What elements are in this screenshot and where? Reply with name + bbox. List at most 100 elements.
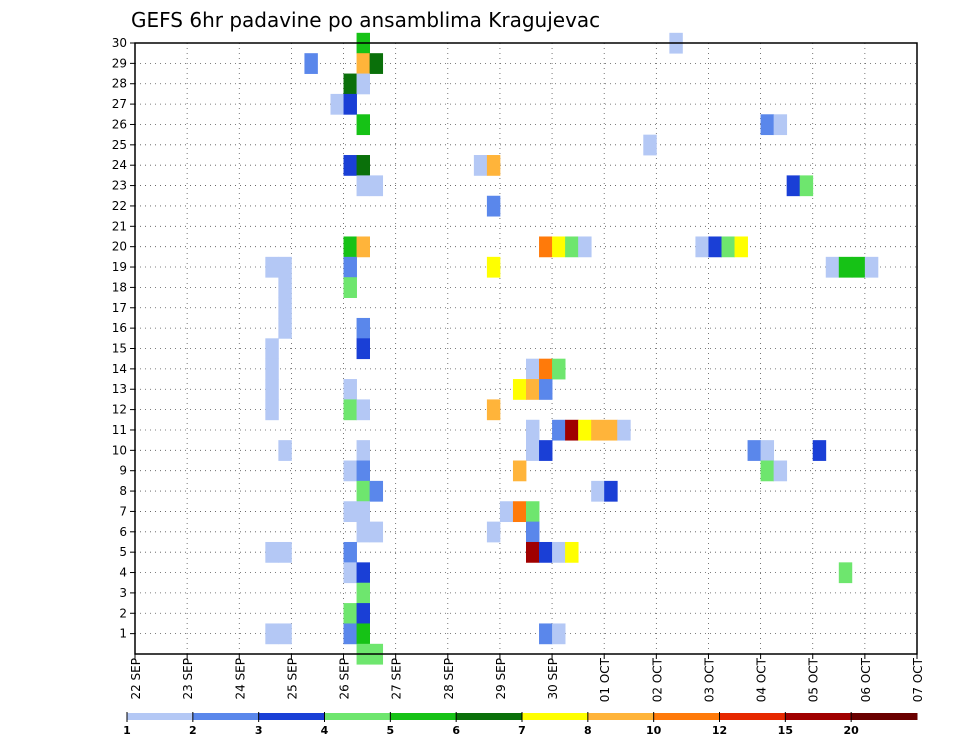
colorbar-tick-label: 5 <box>387 724 395 737</box>
data-cell <box>552 236 566 258</box>
data-cell <box>356 399 370 421</box>
data-cell <box>356 460 370 482</box>
data-cell <box>526 440 540 461</box>
y-tick-label: 17 <box>112 301 127 315</box>
data-cell <box>278 277 292 298</box>
x-tick-label: 05 OCT <box>807 657 821 702</box>
data-cell <box>512 379 527 400</box>
data-cell <box>356 603 370 624</box>
data-cell <box>486 256 501 278</box>
data-cell <box>695 236 709 258</box>
data-cell <box>356 440 370 461</box>
data-cell <box>526 521 540 543</box>
x-tick-label: 26 SEP <box>338 658 352 700</box>
data-cell <box>760 114 775 136</box>
x-tick-label: 23 SEP <box>181 658 195 700</box>
colorbar-tick-label: 7 <box>518 724 526 737</box>
data-cell <box>343 256 357 278</box>
data-cell <box>565 419 579 441</box>
x-tick-label: 06 OCT <box>859 657 873 702</box>
colorbar-segment <box>653 713 720 720</box>
data-cell <box>578 236 592 258</box>
data-cell <box>526 501 540 523</box>
data-cell <box>265 379 279 400</box>
data-cell <box>356 236 370 258</box>
data-cell <box>343 93 357 115</box>
data-cell <box>486 155 501 176</box>
data-cell <box>356 175 370 197</box>
colorbar-tick-label: 2 <box>189 724 197 737</box>
data-cell <box>552 358 566 380</box>
y-tick-label: 9 <box>119 464 127 478</box>
data-cell <box>369 521 384 543</box>
data-cell <box>499 501 514 523</box>
data-cell <box>539 358 553 380</box>
y-tick-label: 8 <box>119 484 127 498</box>
x-tick-label: 27 SEP <box>390 658 404 700</box>
y-tick-label: 12 <box>112 403 127 417</box>
x-tick-label: 25 SEP <box>285 658 299 700</box>
data-cell <box>591 480 605 502</box>
y-tick-label: 29 <box>112 56 127 70</box>
x-tick-label: 03 OCT <box>702 657 716 702</box>
data-cell <box>838 256 853 278</box>
data-cell <box>864 256 879 278</box>
data-cell <box>278 623 292 645</box>
y-tick-label: 27 <box>112 97 127 111</box>
colorbar-segment <box>456 713 523 720</box>
x-tick-label: 24 SEP <box>233 658 247 700</box>
colorbar-tick-label: 1 <box>123 724 131 737</box>
data-cell <box>356 114 370 136</box>
data-cell <box>473 155 488 176</box>
data-cell <box>578 419 592 441</box>
data-cell <box>343 277 357 298</box>
data-cell <box>343 399 357 421</box>
x-tick-label: 29 SEP <box>494 658 508 700</box>
data-cell <box>343 379 357 400</box>
data-cell <box>356 53 370 74</box>
colorbar-tick-label: 10 <box>646 724 662 737</box>
data-cell <box>343 155 357 176</box>
data-cell <box>708 236 722 258</box>
chart-title: GEFS 6hr padavine po ansamblima Kragujev… <box>131 8 600 32</box>
y-tick-label: 25 <box>112 138 127 152</box>
data-cell <box>343 501 357 523</box>
y-axis-ticks: 1234567891011121314151617181920212223242… <box>112 36 135 641</box>
y-tick-label: 15 <box>112 342 127 356</box>
data-cell <box>356 480 370 502</box>
colorbar-tick-label: 12 <box>712 724 727 737</box>
colorbar-segment <box>719 713 786 720</box>
y-tick-label: 23 <box>112 179 127 193</box>
data-cell <box>265 399 279 421</box>
data-cell <box>278 317 292 339</box>
y-tick-label: 14 <box>112 362 127 376</box>
colorbar-tick-label: 20 <box>844 724 860 737</box>
y-tick-label: 1 <box>119 627 127 641</box>
data-cell <box>539 623 553 645</box>
data-cell <box>539 541 553 563</box>
data-cell <box>356 582 370 604</box>
y-tick-label: 26 <box>112 117 127 131</box>
data-cell <box>278 440 292 461</box>
colorbar: 1 2 3 4 5 6 7 8 10 12 15 20 <box>123 712 918 737</box>
data-cell <box>486 521 501 543</box>
y-tick-label: 19 <box>112 260 127 274</box>
colorbar-segment <box>258 713 325 720</box>
data-cell <box>786 175 801 197</box>
data-cell <box>825 256 840 278</box>
x-tick-label: 04 OCT <box>755 657 769 702</box>
data-cell <box>512 460 527 482</box>
data-cell <box>526 541 540 563</box>
data-cell <box>838 562 853 584</box>
data-cell <box>812 440 827 461</box>
x-tick-label: 02 OCT <box>650 657 664 702</box>
colorbar-segment <box>192 713 260 720</box>
data-cell <box>304 53 318 74</box>
y-tick-label: 3 <box>119 586 127 600</box>
data-cell <box>747 440 761 461</box>
data-cell <box>343 73 357 95</box>
x-tick-label: 30 SEP <box>546 658 560 700</box>
data-cell <box>356 501 370 523</box>
data-cell <box>773 460 788 482</box>
